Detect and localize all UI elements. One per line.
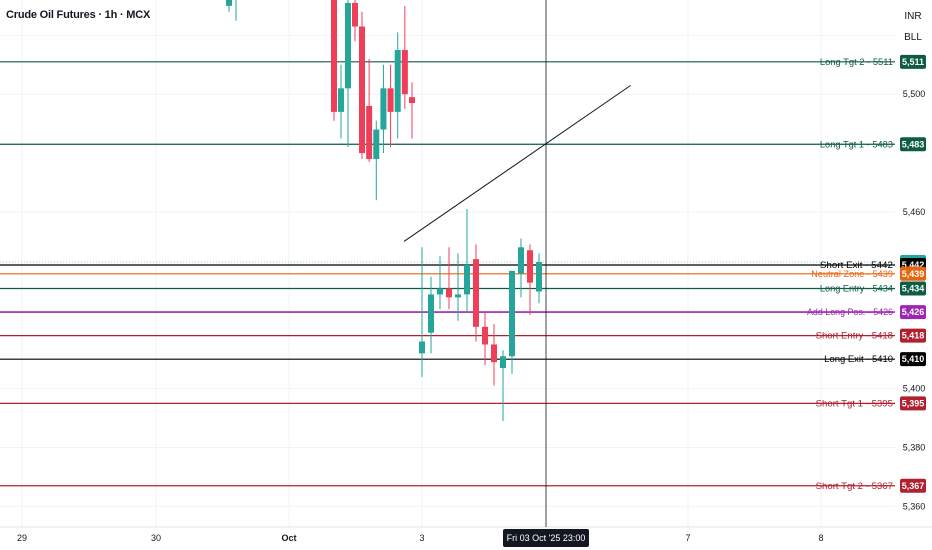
candle-body[interactable] (437, 288, 443, 295)
price-tick-label: 5,360 (903, 501, 926, 511)
candle-body[interactable] (473, 259, 479, 327)
level-label: Long Exit - 5410 (824, 354, 893, 364)
level-label: Add Long Pos. - 5426 (807, 307, 893, 317)
price-badge[interactable] (900, 305, 926, 320)
candle-body[interactable] (464, 264, 470, 295)
level-labels: Long Tgt 2 - 5511 Long Tgt 1 - 5483 Short … (807, 57, 893, 491)
candle-body[interactable] (373, 129, 380, 159)
price-tick-label: 5,500 (903, 89, 926, 99)
time-axis[interactable]: 29 30 Oct 3 7 8 Fri 03 Oct '25 23:00 (17, 529, 824, 547)
price-badge-text: 5,434 (902, 284, 925, 294)
grid-layer (0, 0, 932, 528)
candle-body[interactable] (482, 326, 488, 345)
price-tick-label: 5,460 (903, 207, 926, 217)
price-badge[interactable] (900, 328, 926, 343)
candle-body[interactable] (536, 262, 542, 292)
chart-title: Crude Oil Futures · 1h · MCX (6, 9, 151, 21)
price-tick-label: 5,380 (903, 443, 926, 453)
price-badge-text: 5,483 (902, 139, 925, 149)
price-badge[interactable] (900, 137, 926, 152)
candle-body[interactable] (419, 341, 425, 354)
level-label: Short Entry - 5418 (816, 331, 893, 341)
candle-body[interactable] (226, 0, 232, 6)
price-badge[interactable] (900, 281, 926, 296)
level-label: Short Tgt 1 - 5395 (816, 398, 893, 408)
level-label: Long Entry - 5434 (820, 284, 893, 294)
price-badge-text: 5,395 (902, 398, 925, 408)
time-tick-label: 30 (151, 533, 161, 543)
price-badge-text: 5,442 (902, 260, 925, 270)
currency-button[interactable]: INR (900, 7, 926, 25)
time-tick-label: 7 (685, 533, 690, 543)
candle-body[interactable] (331, 0, 337, 112)
candles-layer[interactable] (226, 0, 542, 422)
level-label: Long Tgt 2 - 5511 (820, 57, 893, 67)
crosshair-time-badge (503, 529, 589, 547)
price-tick-label: 5,400 (903, 384, 926, 394)
price-badge[interactable] (900, 54, 926, 69)
time-tick-label: Oct (281, 533, 296, 543)
crosshair-time-label: Fri 03 Oct '25 23:00 (507, 533, 586, 543)
candle-body[interactable] (345, 2, 351, 89)
mode-button[interactable]: BLL (900, 28, 926, 46)
candle-body[interactable] (446, 288, 452, 298)
candle-body[interactable] (509, 270, 515, 357)
candle-body[interactable] (359, 26, 365, 154)
level-label: Short Exit - 5442 (820, 260, 893, 270)
price-badge-text: 5,439 (902, 269, 925, 279)
candle-body[interactable] (387, 88, 394, 112)
candle-body[interactable] (380, 88, 387, 130)
price-badge-text: 5,410 (902, 354, 925, 364)
candle-body[interactable] (394, 50, 401, 112)
level-label: Short Tgt 2 - 5367 (816, 481, 893, 491)
level-label: Neutral Zone - 5439 (811, 269, 893, 279)
trendline-layer[interactable] (403, 84, 631, 242)
price-badge-text: 5,426 (902, 307, 925, 317)
price-badge-text: 5,511 (902, 57, 924, 67)
candle-body[interactable] (491, 344, 497, 363)
price-axis[interactable]: 5,3605,3805,4005,4605,5005,5205,5115,483… (900, 30, 926, 511)
level-label: Long Tgt 1 - 5483 (820, 139, 893, 149)
price-badge[interactable] (900, 352, 926, 367)
candle-body[interactable] (518, 247, 524, 274)
trendline[interactable] (403, 84, 631, 242)
candle-body[interactable] (366, 105, 373, 159)
candle-body[interactable] (428, 294, 434, 333)
price-badge-text: 5,367 (902, 481, 925, 491)
candle-body[interactable] (401, 50, 408, 95)
time-tick-label: 3 (419, 533, 424, 543)
candle-body[interactable] (352, 2, 358, 27)
candle-body[interactable] (500, 356, 506, 369)
price-badge[interactable] (900, 266, 926, 281)
candle-body[interactable] (527, 250, 533, 283)
time-tick-label: 8 (818, 533, 823, 543)
candle-body[interactable] (455, 294, 461, 298)
time-tick-label: 29 (17, 533, 27, 543)
price-badge[interactable] (900, 396, 926, 411)
candle-body[interactable] (409, 97, 415, 104)
price-badge-text: 5,418 (902, 331, 925, 341)
level-lines (0, 61, 895, 487)
price-badge[interactable] (900, 478, 926, 493)
candle-body[interactable] (338, 88, 344, 112)
